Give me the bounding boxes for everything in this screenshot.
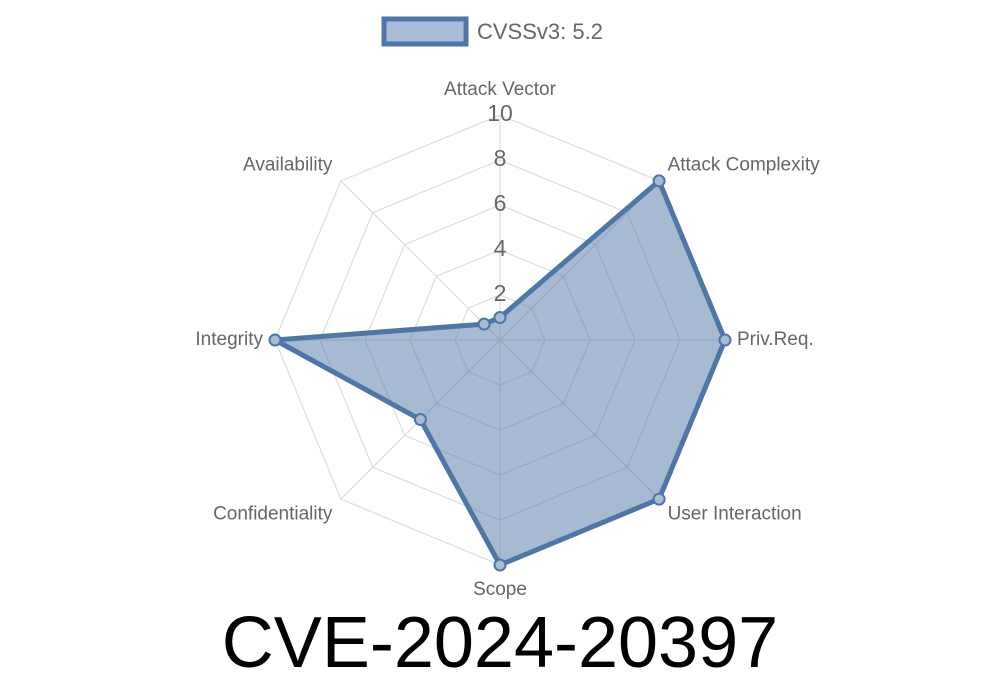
category-label: Integrity — [195, 329, 263, 350]
data-point — [652, 492, 666, 506]
r-tick-label: 6 — [494, 190, 507, 216]
r-tick-label: 8 — [494, 145, 507, 171]
data-point — [268, 333, 282, 347]
data-point — [652, 174, 666, 188]
r-tick-label: 4 — [494, 235, 507, 261]
category-label: Priv.Req. — [737, 329, 814, 350]
category-label: Attack Vector — [444, 79, 557, 100]
chart-title: CVE-2024-20397 — [222, 603, 778, 683]
spoke — [340, 180, 501, 341]
data-point — [718, 333, 732, 347]
data-point — [413, 413, 427, 427]
legend-label: CVSSv3: 5.2 — [477, 19, 603, 44]
legend-swatch — [381, 16, 469, 47]
category-label: User Interaction — [668, 504, 802, 525]
data-point — [493, 311, 507, 324]
data-point — [493, 558, 507, 572]
r-tick-label: 2 — [494, 280, 507, 306]
data-point — [477, 317, 491, 331]
category-label: Attack Complexity — [668, 154, 821, 175]
category-label: Confidentiality — [213, 504, 333, 525]
r-tick-label: 10 — [487, 100, 513, 126]
category-label: Availability — [243, 154, 333, 175]
category-label: Scope — [473, 579, 527, 600]
